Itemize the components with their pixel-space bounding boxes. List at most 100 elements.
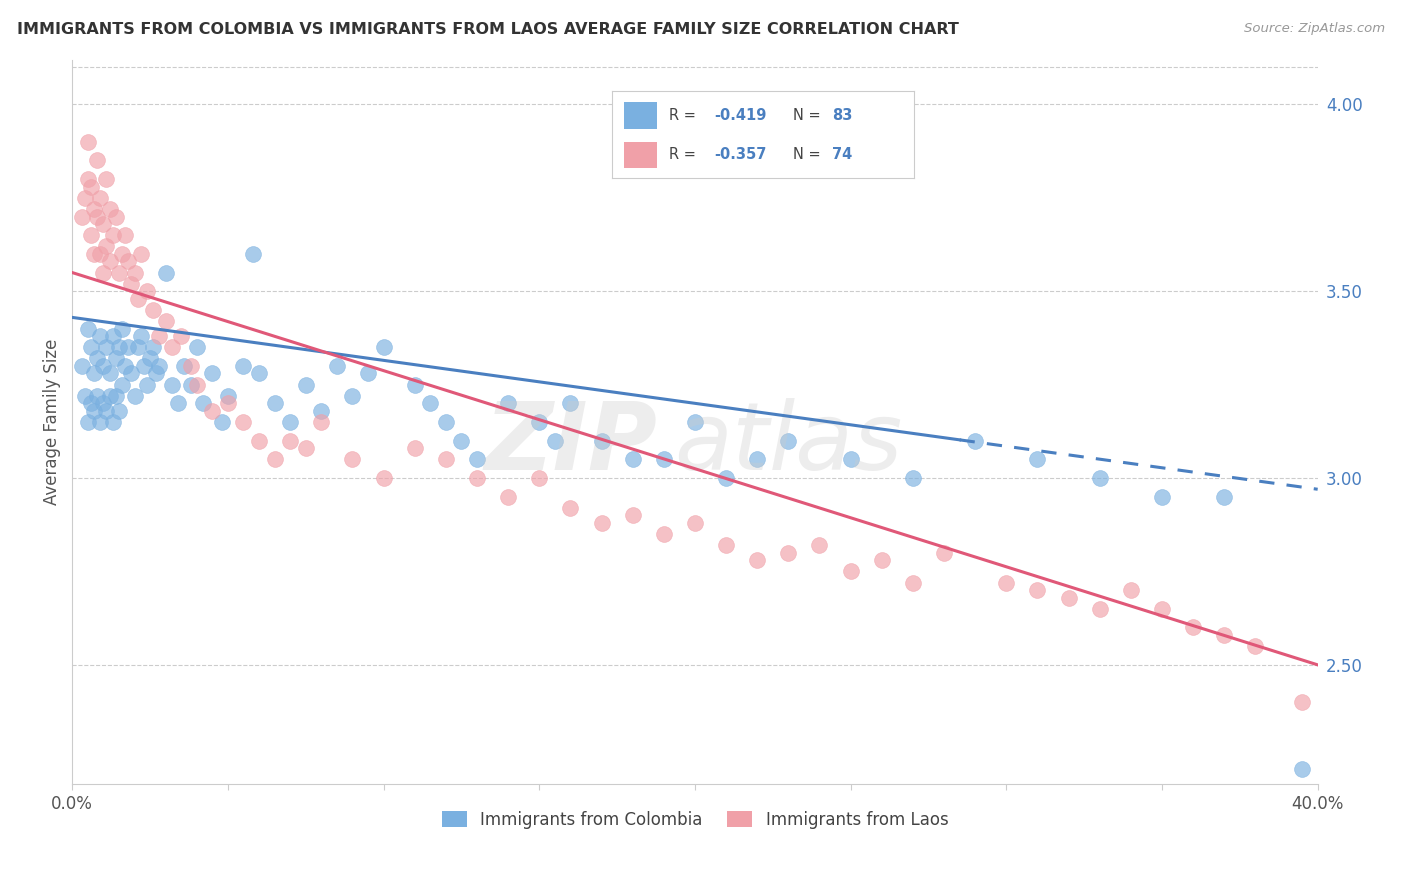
Point xyxy=(901,575,924,590)
Point xyxy=(101,415,124,429)
Point xyxy=(117,254,139,268)
Point xyxy=(201,367,224,381)
Text: Source: ZipAtlas.com: Source: ZipAtlas.com xyxy=(1244,22,1385,36)
Point xyxy=(311,404,333,418)
Point xyxy=(73,389,96,403)
Point xyxy=(1057,591,1080,605)
Point xyxy=(496,490,519,504)
Point xyxy=(1088,471,1111,485)
Point xyxy=(120,367,142,381)
Point xyxy=(70,210,93,224)
Point xyxy=(560,396,582,410)
Point xyxy=(186,377,208,392)
Text: N =: N = xyxy=(793,147,825,162)
Point xyxy=(357,367,380,381)
Point xyxy=(591,434,613,448)
Point xyxy=(76,172,98,186)
Point xyxy=(111,247,134,261)
Point xyxy=(1026,583,1049,598)
Point xyxy=(170,329,193,343)
Text: N =: N = xyxy=(793,108,825,123)
Point xyxy=(86,153,108,168)
Point xyxy=(263,452,285,467)
Point xyxy=(1291,763,1313,777)
Point xyxy=(278,415,301,429)
Point xyxy=(544,434,567,448)
Point xyxy=(180,359,202,373)
Point xyxy=(808,538,831,552)
Text: ZIP: ZIP xyxy=(484,398,657,490)
Point xyxy=(747,452,769,467)
Point xyxy=(142,302,165,317)
Text: IMMIGRANTS FROM COLOMBIA VS IMMIGRANTS FROM LAOS AVERAGE FAMILY SIZE CORRELATION: IMMIGRANTS FROM COLOMBIA VS IMMIGRANTS F… xyxy=(17,22,959,37)
Point xyxy=(778,434,800,448)
Point xyxy=(1182,620,1205,634)
Point xyxy=(232,415,254,429)
Point xyxy=(342,452,364,467)
Point xyxy=(263,396,285,410)
Point xyxy=(80,396,103,410)
Point xyxy=(652,452,675,467)
Point xyxy=(932,546,955,560)
Point xyxy=(104,210,127,224)
Point xyxy=(211,415,233,429)
Point xyxy=(83,202,105,216)
Point xyxy=(373,340,395,354)
Point xyxy=(560,500,582,515)
Point xyxy=(160,377,183,392)
Point xyxy=(465,452,488,467)
Point xyxy=(247,367,270,381)
Point xyxy=(186,340,208,354)
Point xyxy=(70,359,93,373)
Point xyxy=(76,415,98,429)
Point xyxy=(901,471,924,485)
Point xyxy=(621,452,644,467)
Point xyxy=(132,359,155,373)
Point xyxy=(98,254,121,268)
Point xyxy=(111,377,134,392)
Point xyxy=(73,191,96,205)
Point xyxy=(621,508,644,523)
Point xyxy=(311,415,333,429)
Point xyxy=(89,191,111,205)
Point xyxy=(465,471,488,485)
Point xyxy=(111,321,134,335)
Point xyxy=(148,329,170,343)
Point xyxy=(93,359,115,373)
Point xyxy=(136,285,159,299)
Point xyxy=(1213,628,1236,642)
Point xyxy=(839,565,862,579)
Point xyxy=(529,471,551,485)
Point xyxy=(217,396,239,410)
Legend: Immigrants from Colombia, Immigrants from Laos: Immigrants from Colombia, Immigrants fro… xyxy=(434,805,955,836)
Point xyxy=(148,359,170,373)
Point xyxy=(160,340,183,354)
Point xyxy=(89,329,111,343)
Point xyxy=(76,321,98,335)
Point xyxy=(98,367,121,381)
Point xyxy=(201,404,224,418)
Point xyxy=(419,396,441,410)
Text: 83: 83 xyxy=(832,108,852,123)
Point xyxy=(404,441,426,455)
Point xyxy=(96,239,118,253)
FancyBboxPatch shape xyxy=(624,142,657,168)
Point xyxy=(191,396,214,410)
Point xyxy=(89,247,111,261)
Point xyxy=(104,351,127,366)
Point xyxy=(101,329,124,343)
Point xyxy=(965,434,987,448)
Point xyxy=(114,228,136,243)
Text: atlas: atlas xyxy=(675,398,903,489)
Point xyxy=(180,377,202,392)
Point xyxy=(127,340,149,354)
Point xyxy=(247,434,270,448)
Point xyxy=(683,516,706,530)
Point xyxy=(683,415,706,429)
Point xyxy=(342,389,364,403)
Point xyxy=(124,389,146,403)
Point xyxy=(108,404,131,418)
Point xyxy=(1291,695,1313,709)
Point xyxy=(129,329,152,343)
Point xyxy=(124,266,146,280)
